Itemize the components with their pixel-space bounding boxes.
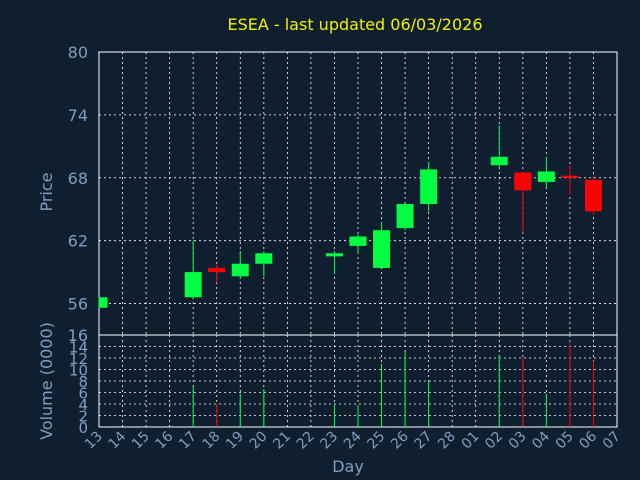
price-tick-label: 74 xyxy=(68,106,88,125)
candle-body xyxy=(208,267,226,273)
price-axis-label: Price xyxy=(37,172,56,211)
candle-body xyxy=(184,272,202,298)
x-tick-label: 23 xyxy=(317,429,341,453)
volume-tick-label: 10 xyxy=(69,362,88,380)
volume-tick-label: 16 xyxy=(68,326,88,345)
x-tick-label: 22 xyxy=(294,429,318,453)
price-tick-label: 56 xyxy=(68,295,88,314)
candle-body xyxy=(325,253,343,257)
x-tick-label: 19 xyxy=(223,429,247,453)
chart-title: ESEA - last updated 06/03/2026 xyxy=(227,15,482,34)
volume-tick-label: 6 xyxy=(78,385,88,403)
marks-layer xyxy=(98,125,602,427)
candle-body xyxy=(349,236,367,246)
price-tick-label: 68 xyxy=(68,169,88,188)
candle-body xyxy=(537,171,555,182)
x-tick-label: 24 xyxy=(341,428,365,452)
x-tick-label: 25 xyxy=(364,429,388,453)
candle-body xyxy=(373,230,391,268)
x-tick-label: 07 xyxy=(600,429,624,453)
volume-axis-label: Volume (0000) xyxy=(37,322,56,440)
x-tick-label: 27 xyxy=(412,429,436,453)
x-tick-label: 28 xyxy=(435,429,459,453)
candle-body xyxy=(420,169,438,204)
candle-body xyxy=(396,203,414,229)
x-tick-label: 04 xyxy=(529,428,553,452)
x-tick-label: 16 xyxy=(153,428,177,452)
price-tick-label: 62 xyxy=(68,232,88,251)
x-tick-label: 01 xyxy=(459,429,483,453)
candle-body xyxy=(514,172,532,191)
x-tick-label: 05 xyxy=(553,429,577,453)
volume-tick-label: 12 xyxy=(69,350,88,368)
candle-body xyxy=(584,179,602,212)
x-tick-label: 18 xyxy=(200,429,224,453)
x-tick-label: 03 xyxy=(506,429,530,453)
candle-body xyxy=(255,253,273,264)
candle-body xyxy=(231,263,249,277)
candle-body xyxy=(490,156,508,166)
x-tick-label: 02 xyxy=(482,429,506,453)
x-tick-label: 14 xyxy=(105,428,129,452)
volume-tick-label: 4 xyxy=(78,396,88,414)
x-tick-label: 15 xyxy=(129,429,153,453)
volume-tick-label: 2 xyxy=(78,408,88,426)
x-tick-label: 21 xyxy=(270,429,294,453)
x-tick-label: 06 xyxy=(576,428,600,452)
candle-body xyxy=(99,297,108,308)
price-tick-label: 80 xyxy=(68,43,88,62)
x-axis-label: Day xyxy=(332,457,364,476)
x-tick-label: 26 xyxy=(388,428,412,452)
volume-tick-label: 0 xyxy=(78,419,88,437)
candle-body xyxy=(561,175,579,178)
x-tick-label: 17 xyxy=(176,429,200,453)
volume-tick-label: 14 xyxy=(69,339,88,357)
x-tick-label: 20 xyxy=(247,429,271,453)
volume-tick-label: 8 xyxy=(78,373,88,391)
